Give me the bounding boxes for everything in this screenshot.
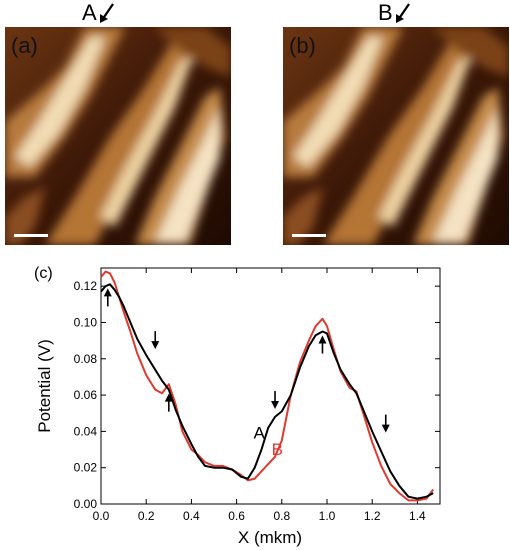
panel-c-label: (c) <box>34 265 53 282</box>
vertical-arrow-icon <box>318 335 327 354</box>
y-tick-label: 0.12 <box>74 279 98 293</box>
x-tick-label: 1.2 <box>364 509 381 523</box>
y-tick-label: 0.04 <box>74 424 98 438</box>
marker-b: B <box>378 0 410 26</box>
x-tick-label: 0.0 <box>93 509 110 523</box>
down-left-arrow-icon <box>396 3 410 23</box>
profile-arrows <box>103 288 390 433</box>
x-tick-label: 0.2 <box>138 509 155 523</box>
marker-a-label: A <box>82 0 97 25</box>
down-left-arrow-icon <box>100 3 114 23</box>
vertical-arrow-icon <box>151 331 160 350</box>
x-tick-label: 1.4 <box>409 509 426 523</box>
y-tick-label: 0.06 <box>74 388 98 402</box>
afm-image-b: (b) <box>283 27 509 245</box>
y-tick-label: 0.10 <box>74 315 98 329</box>
series-line-b <box>100 270 435 502</box>
scale-bar-b <box>292 234 326 237</box>
x-tick-label: 0.8 <box>273 509 290 523</box>
panel-b-label: (b) <box>289 33 316 58</box>
plot-frame <box>100 267 441 505</box>
annotation-a: A <box>254 424 266 443</box>
scale-bar-a <box>14 234 48 237</box>
vertical-arrow-icon <box>164 393 173 412</box>
series-annotations: AB <box>254 424 283 459</box>
x-axis: 0.0 0.2 0.4 0.6 0.8 1.0 1.2 1.4 <box>93 268 426 523</box>
afm-image-a: (a) <box>5 27 231 245</box>
x-axis-label: X (mkm) <box>238 528 302 547</box>
vertical-arrow-icon <box>103 288 112 307</box>
x-tick-label: 0.6 <box>228 509 245 523</box>
panel-a-label: (a) <box>11 33 38 58</box>
y-tick-label: 0.08 <box>74 352 98 366</box>
marker-a: A <box>82 0 114 26</box>
x-tick-label: 0.4 <box>183 509 200 523</box>
series-lines <box>100 270 435 502</box>
y-axis-label: Potential (V) <box>35 339 54 433</box>
y-tick-label: 0.02 <box>74 461 98 475</box>
y-axis: 0.00 0.02 0.04 0.06 0.08 0.10 0.12 <box>74 279 440 511</box>
annotation-b: B <box>272 440 283 459</box>
x-tick-label: 1.0 <box>319 509 336 523</box>
series-line-a <box>100 283 434 500</box>
y-tick-label: 0.00 <box>74 497 98 511</box>
vertical-arrow-icon <box>381 414 390 433</box>
marker-b-label: B <box>378 0 393 25</box>
potential-profile-chart: (c) 0.000.020.040.060.080.100.12 0.0 0.2 0… <box>34 265 441 547</box>
vertical-arrow-icon <box>271 391 280 410</box>
